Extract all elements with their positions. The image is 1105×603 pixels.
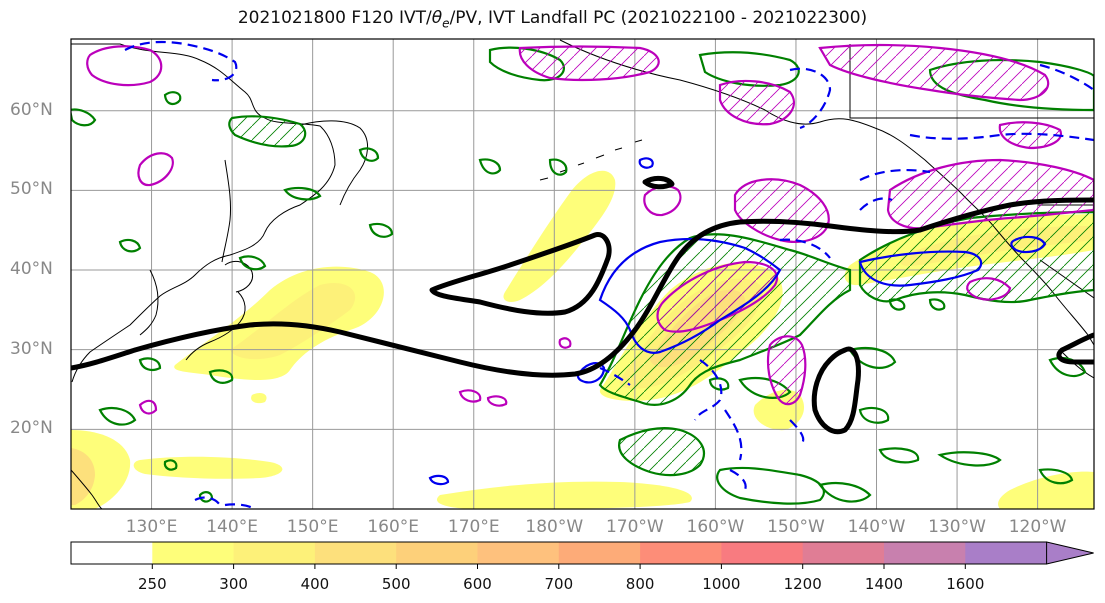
lat-label: 30°N: [10, 338, 53, 359]
coastline-japan-hokkaido: [224, 261, 254, 293]
colorbar-extend-arrow: [1046, 541, 1094, 565]
pv-contours-dashed: [124, 40, 1094, 509]
lat-label: 50°N: [10, 179, 53, 200]
lon-label: 180°W: [525, 517, 584, 537]
map-frame: [70, 38, 1095, 510]
coastline-philippines: [71, 469, 103, 509]
colorbar-bin: [314, 542, 397, 564]
colorbar-bin: [71, 542, 153, 564]
lon-label: 140°E: [206, 517, 258, 537]
coastline-sakhalin: [221, 159, 231, 263]
lon-label: 170°E: [447, 517, 500, 537]
lon-label: 170°W: [605, 517, 664, 537]
colorbar-bin: [965, 542, 1048, 564]
pv-contours-negative: [428, 157, 1047, 486]
colorbar-tick-label: 800: [625, 575, 655, 593]
colorbar: [70, 541, 1094, 569]
colorbar-tick-label: 500: [381, 575, 411, 593]
colorbar-tick-label: 1000: [702, 575, 741, 593]
colorbar-tick-label: 400: [300, 575, 330, 593]
colorbar-bin: [558, 542, 641, 564]
pv-contours-positive: [86, 43, 1094, 415]
colorbar-bin: [233, 542, 316, 564]
lat-label: 20°N: [10, 418, 53, 439]
colorbar-bin: [396, 542, 478, 564]
lon-label: 120°W: [1008, 517, 1067, 537]
colorbar-bin: [477, 542, 560, 564]
colorbar-tick-label: 600: [463, 575, 492, 593]
lon-label: 140°W: [847, 517, 906, 537]
map-title: 2021021800 F120 IVT/θe/PV, IVT Landfall …: [237, 8, 868, 31]
coastline-japan-honshu: [185, 291, 246, 361]
coastline-aleutians: [539, 139, 643, 181]
colorbar-tick-label: 700: [544, 575, 574, 593]
colorbar-tick-label: 250: [137, 575, 167, 593]
lon-label: 150°W: [767, 517, 825, 537]
lat-label: 40°N: [10, 259, 53, 280]
lon-label: 130°W: [928, 517, 986, 537]
colorbar-tick-label: 1600: [946, 575, 985, 593]
lon-label: 150°E: [286, 517, 339, 537]
coastline-asia: [71, 43, 336, 383]
colorbar-bin: [640, 542, 722, 564]
lon-label: 160°W: [686, 517, 745, 537]
colorbar-tick-label: 300: [219, 575, 248, 593]
theta-e-contours: [71, 175, 1094, 435]
colorbar-bin: [802, 542, 885, 564]
lon-label: 130°E: [125, 517, 178, 537]
lat-label: 60°N: [10, 99, 53, 120]
colorbar-tick-label: 1200: [783, 575, 822, 593]
lon-label: 160°E: [367, 517, 420, 537]
colorbar-bin: [721, 542, 804, 564]
colorbar-bin: [884, 542, 966, 564]
colorbar-tick-label: 1400: [864, 575, 904, 593]
colorbar-bin: [152, 542, 235, 564]
coastline-korea: [139, 269, 159, 336]
